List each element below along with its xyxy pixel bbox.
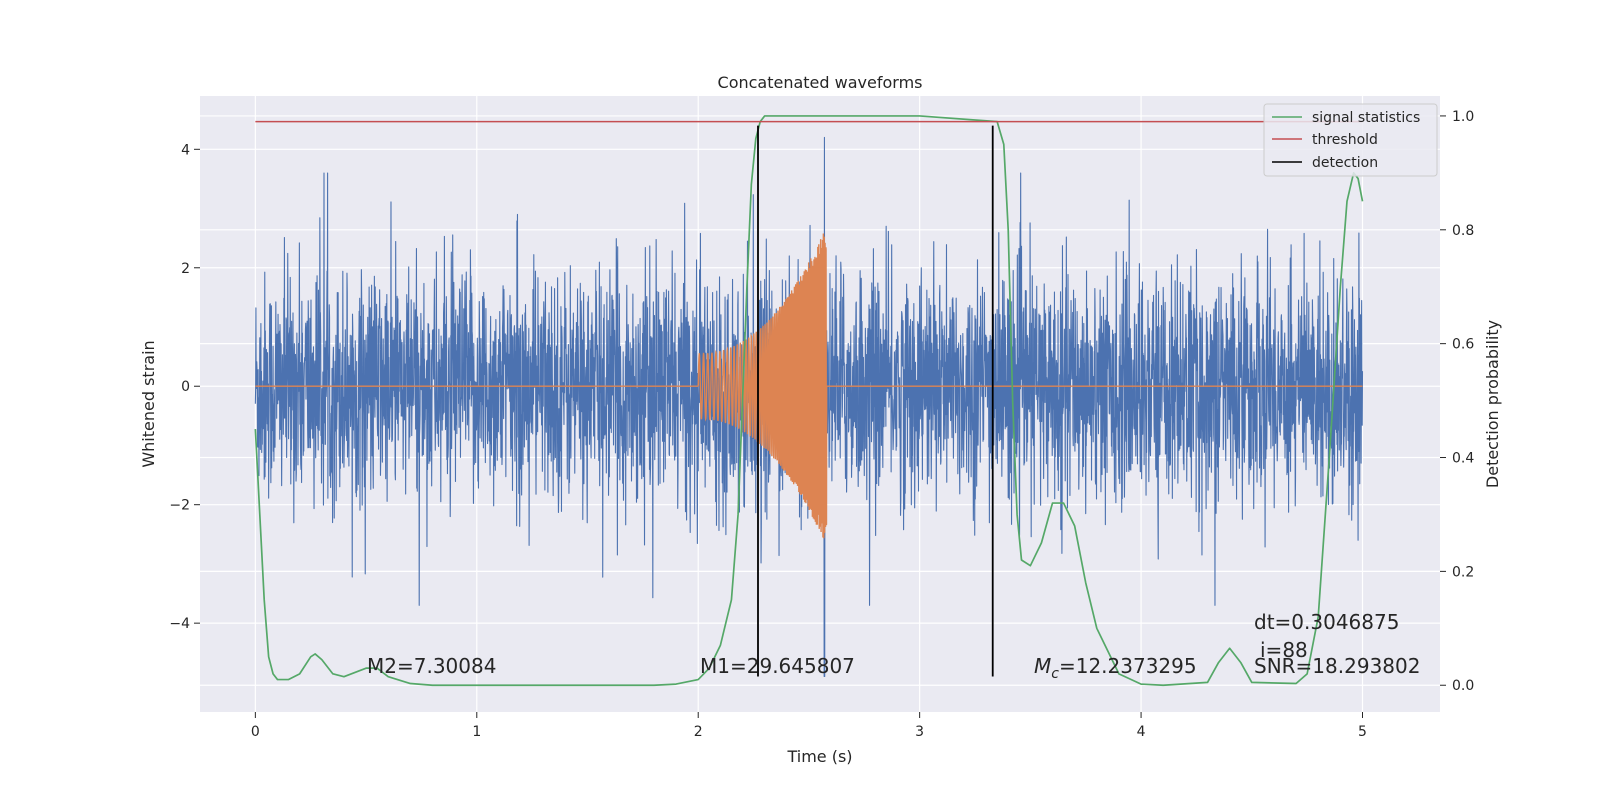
x-axis-label: Time (s) <box>786 747 852 766</box>
annotation-snr: SNR=18.293802 <box>1254 654 1420 678</box>
y-left-tick-label: −4 <box>169 616 190 632</box>
annotation-m1: M1=29.645807 <box>700 654 855 678</box>
signal-statistics-series <box>254 115 1364 687</box>
y-left-tick-label: 2 <box>181 261 190 277</box>
annotation-i: i=88 <box>1260 638 1308 662</box>
annotation-mc: Mc=12.2373295 <box>1034 654 1197 682</box>
signal-statistics-line <box>254 115 1364 687</box>
y-right-tick-label: 0.8 <box>1452 223 1474 239</box>
legend-label-detection: detection <box>1312 155 1378 171</box>
legend: signal statistics threshold detection <box>1263 103 1438 177</box>
y-right-tick-label: 0.0 <box>1452 678 1474 694</box>
x-tick-label: 4 <box>1137 724 1146 740</box>
y-right-tick-label: 1.0 <box>1452 109 1474 125</box>
y-axis-label-left: Whitened strain <box>139 340 158 467</box>
y-right-tick-label: 0.6 <box>1452 337 1474 353</box>
x-tick-label: 1 <box>472 724 481 740</box>
chart-title: Concatenated waveforms <box>718 73 923 92</box>
y-left-tick-label: −2 <box>169 498 190 514</box>
detection-series <box>757 125 994 677</box>
waveform-series <box>255 233 1363 539</box>
axis-ticks: 0 1 2 3 4 5 −4 −2 0 2 4 0.0 0.2 0.4 0.6 0.8 1.0 <box>169 109 1474 740</box>
annotation-mc-symbol: M <box>1034 654 1051 678</box>
annotation-m2: M2=7.30084 <box>367 654 496 678</box>
y-axis-label-right: Detection probability <box>1483 320 1502 488</box>
annotation-dt: dt=0.3046875 <box>1254 610 1399 634</box>
y-right-tick-label: 0.2 <box>1452 564 1474 580</box>
y-right-tick-label: 0.4 <box>1452 451 1474 467</box>
annotation-mc-subscript: c <box>1051 666 1059 682</box>
x-tick-label: 5 <box>1358 724 1367 740</box>
x-tick-label: 0 <box>251 724 260 740</box>
x-tick-label: 2 <box>694 724 703 740</box>
legend-box <box>1263 103 1438 177</box>
y-left-tick-label: 0 <box>181 379 190 395</box>
x-tick-label: 3 <box>915 724 924 740</box>
legend-label-signal-statistics: signal statistics <box>1312 110 1420 126</box>
y-left-tick-label: 4 <box>181 142 190 158</box>
waveform-line <box>255 233 1363 539</box>
annotation-mc-value: =12.2373295 <box>1059 654 1197 678</box>
legend-label-threshold: threshold <box>1312 132 1378 148</box>
